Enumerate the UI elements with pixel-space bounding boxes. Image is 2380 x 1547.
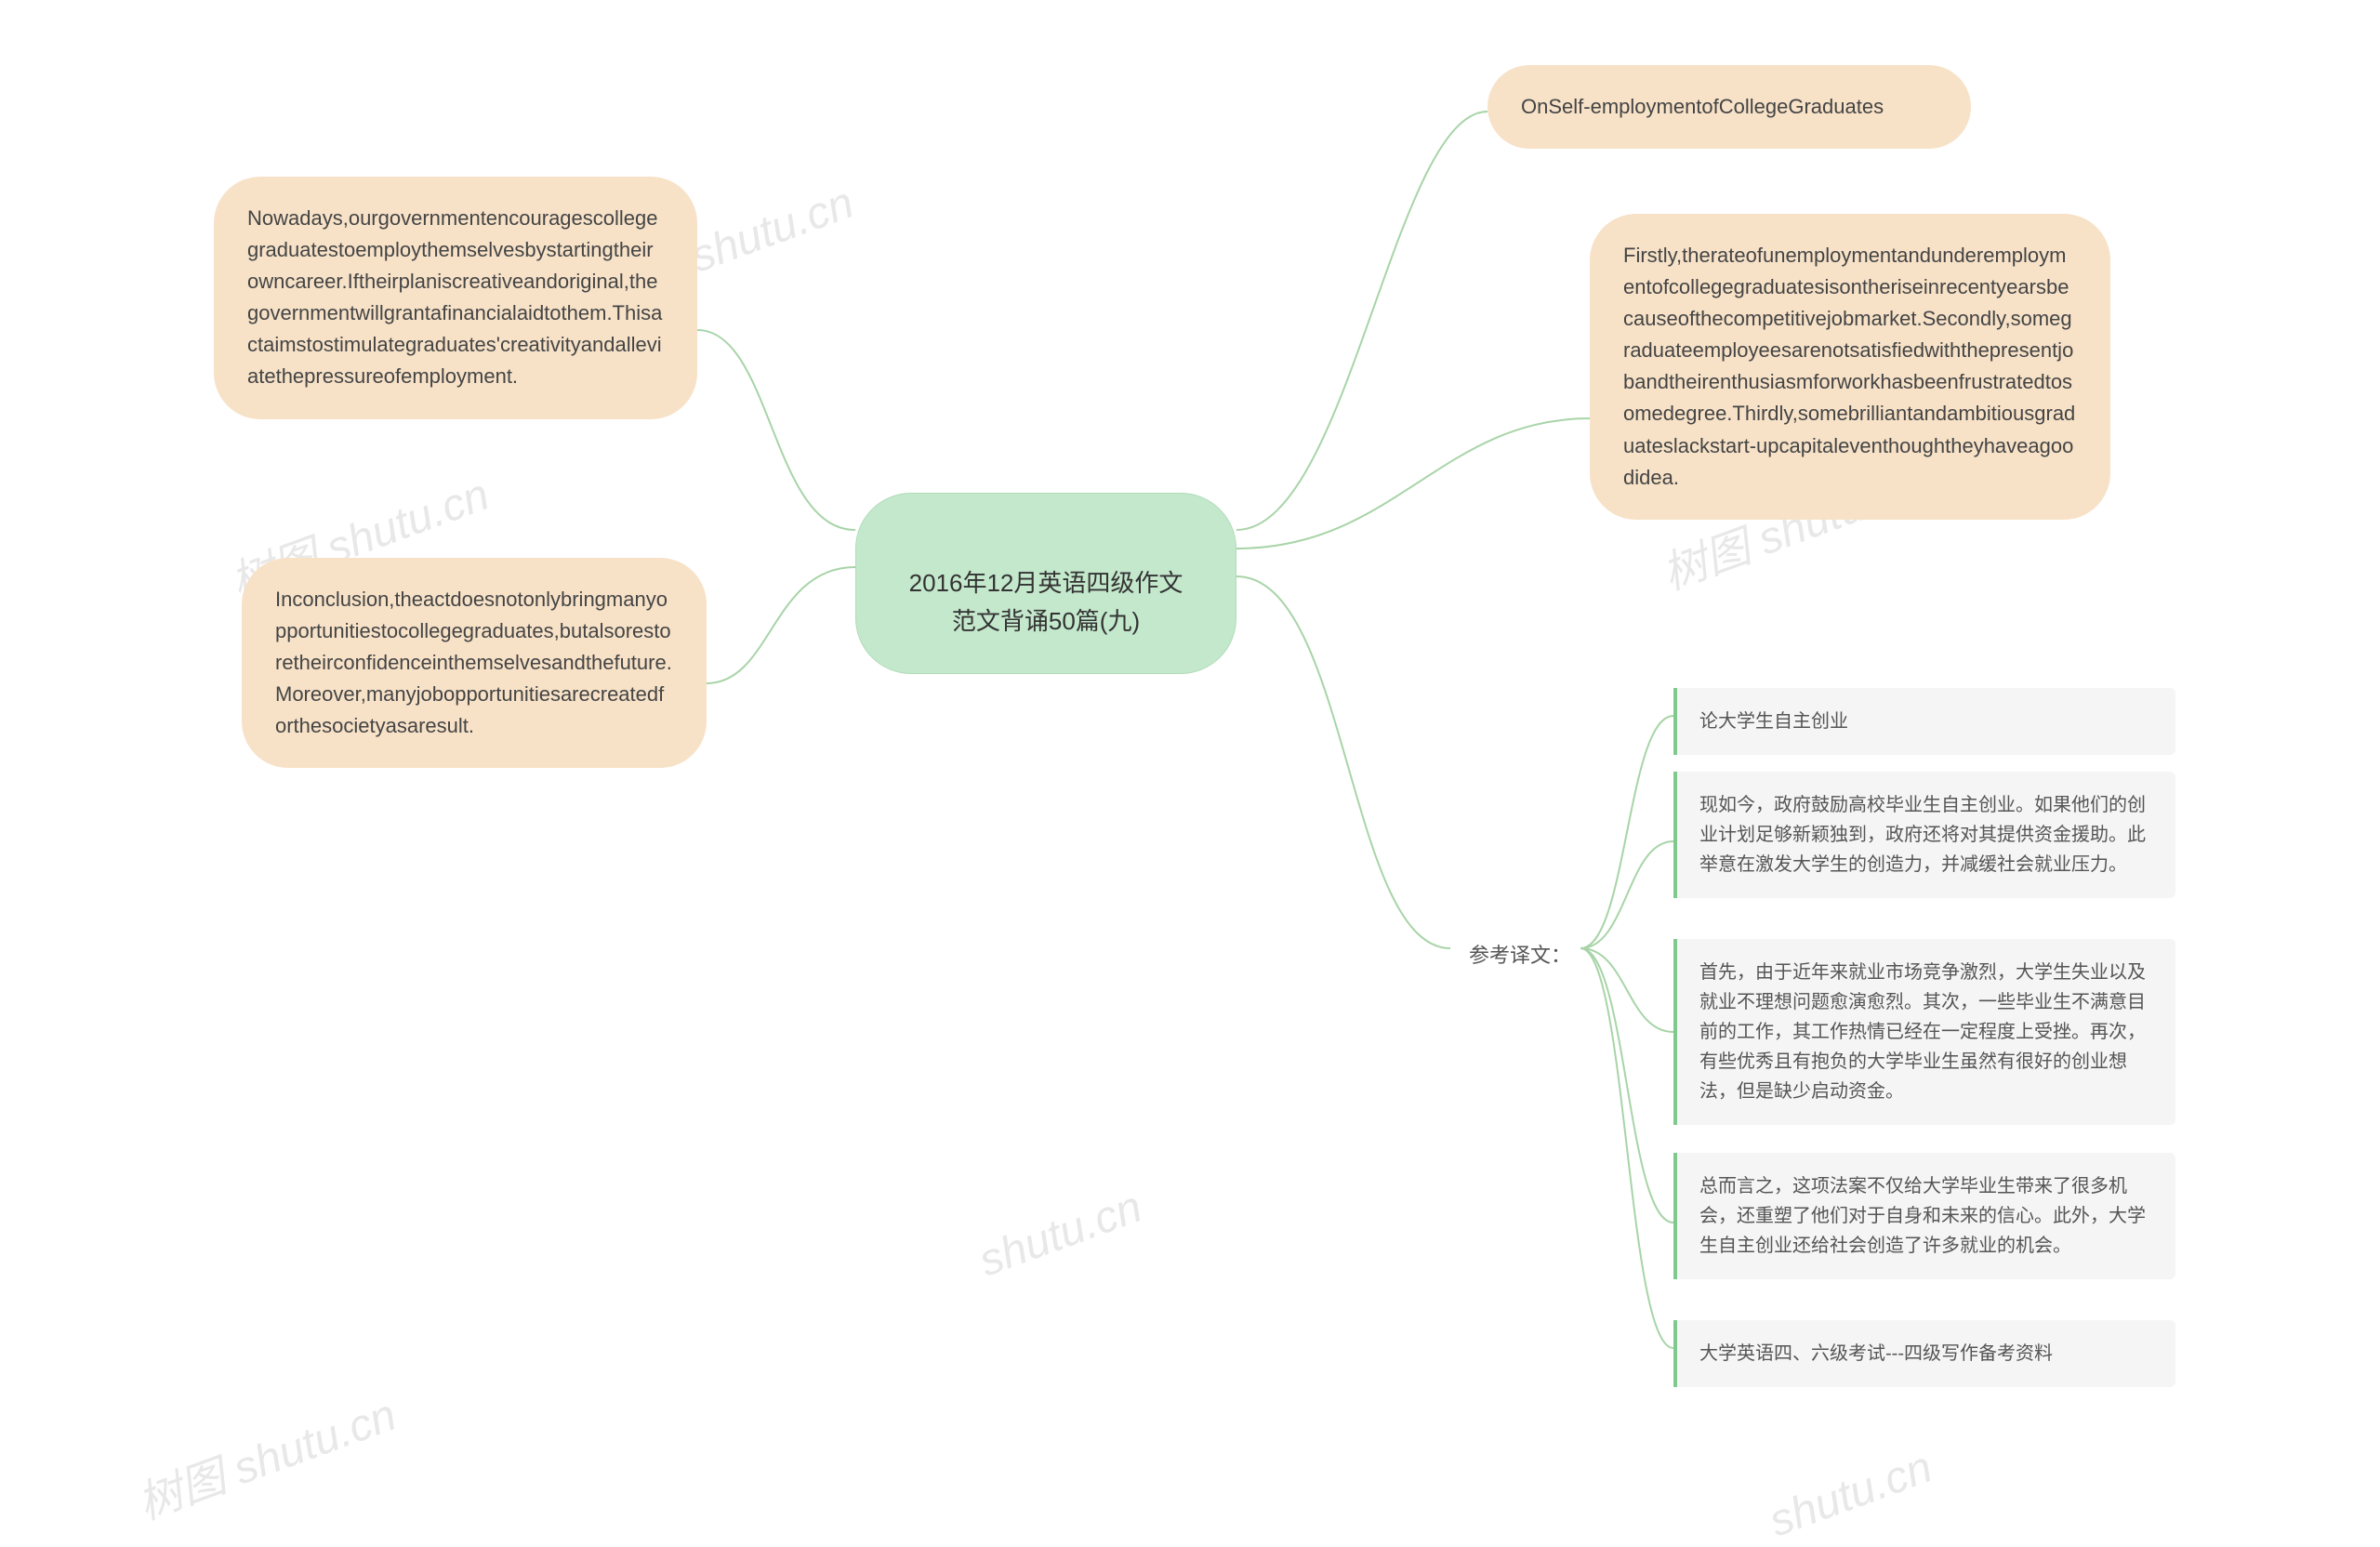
center-title: 2016年12月英语四级作文 范文背诵50篇(九) bbox=[909, 569, 1183, 634]
subbox-4: 大学英语四、六级考试---四级写作备考资料 bbox=[1673, 1320, 2175, 1387]
watermark-3: 树图 shutu.cn bbox=[127, 1378, 403, 1531]
watermark-4: shutu.cn bbox=[972, 1182, 1148, 1288]
watermark-1: shutu.cn bbox=[684, 178, 860, 284]
text-conclusion: Inconclusion,theactdoesnotonlybringmanyo… bbox=[275, 588, 672, 737]
subbox-1: 现如今，政府鼓励高校毕业生自主创业。如果他们的创业计划足够新颖独到，政府还将对其… bbox=[1673, 772, 2175, 898]
node-self-employment-title: OnSelf-employmentofCollegeGraduates bbox=[1488, 65, 1971, 149]
reference-label-text: 参考译文： bbox=[1469, 944, 1571, 967]
subbox-0: 论大学生自主创业 bbox=[1673, 688, 2175, 755]
text-firstly: Firstly,therateofunemploymentandunderemp… bbox=[1623, 244, 2075, 489]
text-self-employment: OnSelf-employmentofCollegeGraduates bbox=[1521, 95, 1884, 118]
subbox-3: 总而言之，这项法案不仅给大学毕业生带来了很多机会，还重塑了他们对于自身和未来的信… bbox=[1673, 1153, 2175, 1279]
node-nowadays: Nowadays,ourgovernmentencouragescollegeg… bbox=[214, 177, 697, 419]
center-node: 2016年12月英语四级作文 范文背诵50篇(九) bbox=[855, 493, 1236, 674]
reference-label: 参考译文： bbox=[1469, 939, 1571, 969]
watermark-5: shutu.cn bbox=[1763, 1442, 1938, 1547]
node-firstly: Firstly,therateofunemploymentandunderemp… bbox=[1590, 214, 2110, 520]
subbox-2: 首先，由于近年来就业市场竞争激烈，大学生失业以及就业不理想问题愈演愈烈。其次，一… bbox=[1673, 939, 2175, 1125]
text-nowadays: Nowadays,ourgovernmentencouragescollegeg… bbox=[247, 206, 662, 388]
node-conclusion: Inconclusion,theactdoesnotonlybringmanyo… bbox=[242, 558, 707, 768]
